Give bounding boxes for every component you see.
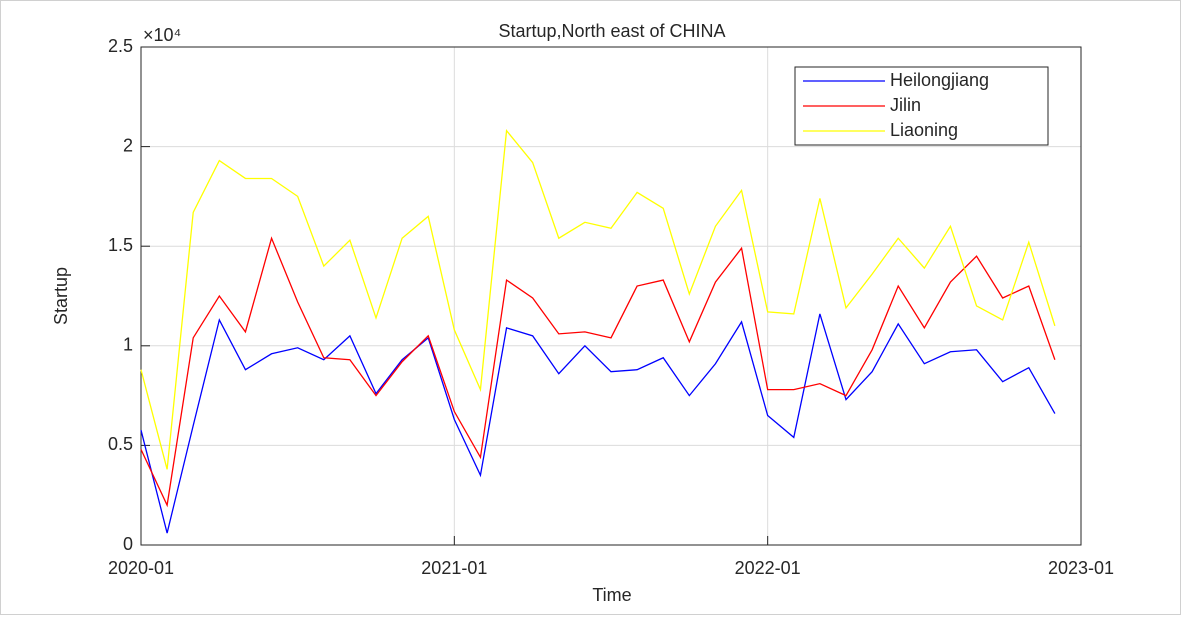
legend-label: Liaoning: [890, 120, 958, 140]
y-tick-label: 0.5: [108, 434, 133, 454]
series-line: [140, 129, 1056, 470]
y-axis-label: Startup: [51, 267, 71, 325]
y-tick-label: 2: [123, 135, 133, 155]
series-line: [140, 313, 1056, 534]
x-tick-label: 2021-01: [421, 558, 487, 578]
axes-box: [140, 46, 1082, 546]
legend-label: Jilin: [890, 95, 921, 115]
x-axis-label: Time: [592, 585, 631, 605]
y-exponent: ×10⁴: [143, 25, 181, 45]
x-tick-label: 2022-01: [735, 558, 801, 578]
legend-label: Heilongjiang: [890, 70, 989, 90]
chart-title: Startup,North east of CHINA: [498, 21, 725, 41]
y-tick-label: 2.5: [108, 36, 133, 56]
y-tick-label: 0: [123, 534, 133, 554]
x-tick-label: 2020-01: [108, 558, 174, 578]
y-tick-label: 1: [123, 335, 133, 355]
y-tick-label: 1.5: [108, 235, 133, 255]
series-line: [140, 236, 1056, 508]
x-tick-label: 2023-01: [1048, 558, 1114, 578]
